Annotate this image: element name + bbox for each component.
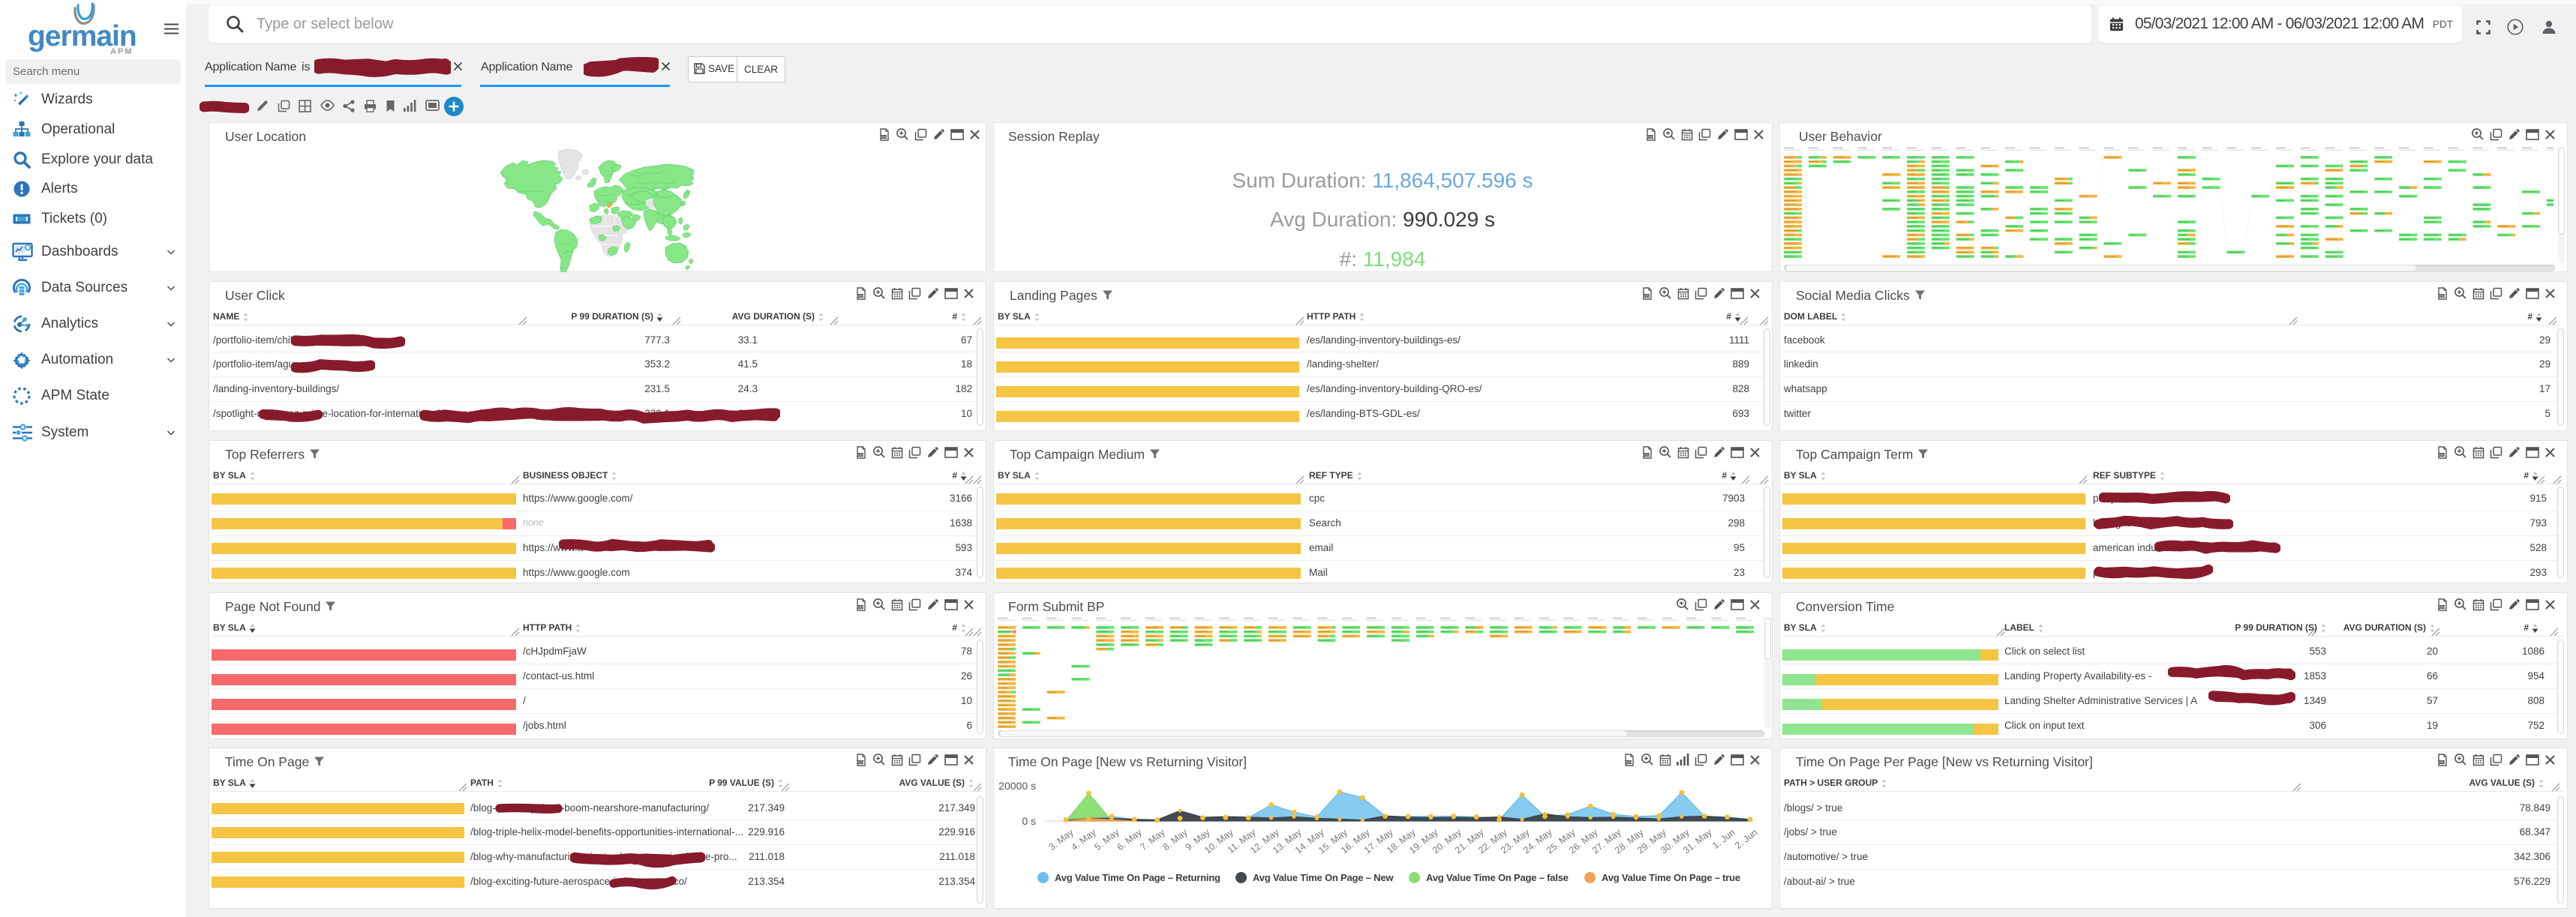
svg-text:CSV: CSV	[2438, 453, 2445, 457]
svg-text:CSV: CSV	[857, 453, 863, 457]
svg-text:CSV: CSV	[2438, 760, 2445, 764]
svg-text:CSV: CSV	[880, 135, 887, 139]
svg-text:CSV: CSV	[1625, 760, 1632, 764]
svg-text:CSV: CSV	[1643, 453, 1650, 457]
svg-text:CSV: CSV	[857, 760, 863, 764]
svg-text:CSV: CSV	[2438, 294, 2445, 298]
svg-text:CSV: CSV	[857, 294, 863, 298]
svg-text:CSV: CSV	[2438, 605, 2445, 609]
svg-text:CSV: CSV	[857, 605, 863, 609]
svg-text:CSV: CSV	[1647, 135, 1653, 139]
svg-text:CSV: CSV	[1643, 294, 1650, 298]
